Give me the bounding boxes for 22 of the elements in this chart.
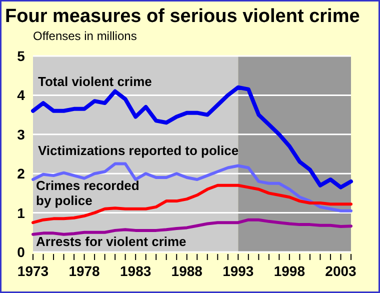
line-series bbox=[31, 85, 353, 190]
x-tick-label: 1993 bbox=[222, 263, 254, 279]
x-tick-label: 1998 bbox=[274, 263, 306, 279]
y-tick-label: 4 bbox=[17, 87, 26, 104]
y-tick-label: 2 bbox=[17, 166, 26, 182]
x-tick-label: 1973 bbox=[17, 263, 49, 279]
series-label: Crimes recorded by police bbox=[36, 178, 140, 208]
line-series bbox=[32, 162, 352, 212]
y-tick-label: 5 bbox=[17, 48, 26, 64]
y-tick-label: 3 bbox=[17, 126, 26, 142]
series-label: Arrests for violent crime bbox=[36, 234, 186, 249]
line-series bbox=[32, 218, 352, 236]
y-tick-label: 0 bbox=[17, 244, 26, 260]
y-tick-label: 1 bbox=[17, 204, 26, 221]
chart-title: Four measures of serious violent crime bbox=[5, 6, 360, 27]
x-tick-label: 1988 bbox=[171, 263, 203, 279]
x-tick-label: 1978 bbox=[68, 263, 100, 279]
series-label: Total violent crime bbox=[38, 74, 152, 89]
series-label: Victimizations reported to police bbox=[38, 143, 239, 158]
x-tick-label: 2003 bbox=[325, 263, 357, 279]
x-tick-label: 1983 bbox=[120, 263, 152, 279]
y-axis-title: Offenses in millions bbox=[33, 29, 137, 43]
